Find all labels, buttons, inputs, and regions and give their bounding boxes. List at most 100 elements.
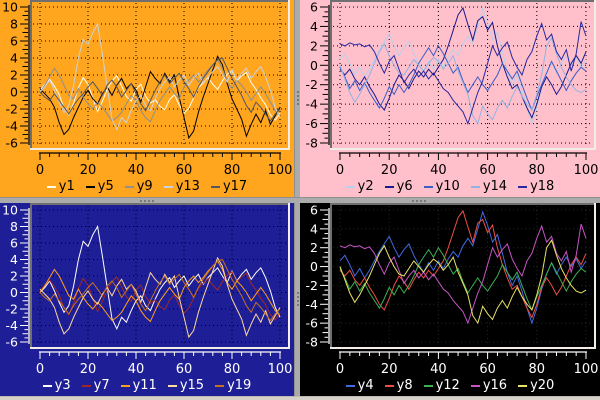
plot-top-right: 6 4 2 0 -2 -4 -6 -8 0 20 40 60 80 100 y2 y6 y10 y14 y18 (300, 0, 600, 197)
legend-label: y15 (179, 378, 205, 393)
x-tick-label: 100 (268, 362, 293, 376)
series-y1 (39, 70, 281, 121)
y-tick-label: 2 (310, 38, 318, 53)
x-tick-label: 20 (80, 163, 97, 177)
y-tick-label: 2 (10, 68, 18, 83)
legend-item-y9: y9 (124, 178, 153, 196)
legend-label: y12 (435, 378, 460, 393)
plot-top-left: 10 8 6 4 2 0 -2 -4 -6 0 20 40 60 80 100 y1 y5 y9 y13 y17 (0, 0, 294, 197)
y-tick-label: 4 (10, 51, 18, 66)
legend-label: y10 (435, 179, 460, 194)
x-tick-label: 0 (336, 362, 344, 376)
series-y17 (39, 57, 281, 122)
series-y6 (339, 6, 587, 119)
legend-label: y4 (357, 378, 374, 393)
y-tick-label: -6 (6, 136, 19, 151)
splitter-grip (297, 292, 299, 307)
legend-item-y5: y5 (85, 178, 114, 196)
legend-line-marker (423, 385, 433, 387)
x-tick-label: 60 (479, 163, 496, 177)
vertical-splitter-handle-bottom[interactable] (294, 203, 300, 396)
y-tick-label: 4 (10, 252, 18, 267)
y-tick-label: -2 (6, 102, 18, 117)
legend-line-marker (518, 385, 528, 387)
x-tick-label: 20 (381, 362, 398, 376)
y-tick-label: -8 (306, 335, 319, 350)
legend-line-marker (384, 186, 394, 188)
splitter-grip (412, 200, 427, 202)
splitter-grip (140, 200, 155, 202)
legend-line-marker (345, 385, 355, 387)
legend-item-y8: y8 (384, 377, 413, 395)
legend-line-marker (81, 385, 91, 387)
x-tick-label: 40 (128, 163, 145, 177)
y-tick-label: -8 (306, 136, 319, 151)
y-tick-label: -2 (6, 302, 18, 317)
x-tick-label: 100 (268, 163, 293, 177)
legend-line-marker (163, 186, 173, 188)
legend-label: y17 (222, 179, 248, 194)
legend-line-marker (42, 385, 52, 387)
legend-item-y17: y17 (210, 178, 248, 196)
horizontal-splitter-handle[interactable] (0, 197, 600, 203)
y-tick-label: -4 (306, 297, 319, 312)
legend-label: y5 (97, 179, 114, 194)
legend-item-y20: y20 (518, 377, 554, 395)
y-tick-label: -4 (6, 318, 19, 333)
legend-item-y13: y13 (163, 178, 200, 196)
legend-line-marker (46, 186, 56, 188)
legend-item-y7: y7 (81, 377, 110, 395)
legend-label: y8 (396, 378, 413, 393)
y-tick-label: 6 (10, 236, 18, 251)
legend-item-y1: y1 (46, 178, 75, 196)
vertical-splitter-handle-top[interactable] (294, 0, 300, 197)
x-tick-label: 60 (176, 163, 193, 177)
y-tick-label: 0 (310, 259, 318, 274)
legend-item-y2: y2 (345, 178, 374, 196)
legend-item-y12: y12 (423, 377, 460, 395)
legend-label: y16 (482, 378, 508, 393)
series-y12 (339, 246, 587, 312)
y-tick-label: -6 (6, 335, 19, 350)
y-tick-label: 0 (10, 85, 18, 100)
series-y13 (39, 22, 281, 131)
legend-line-marker (85, 186, 95, 188)
x-tick-label: 0 (336, 163, 344, 177)
x-tick-label: 80 (529, 362, 546, 376)
y-tick-label: 2 (10, 269, 18, 284)
x-tick-label: 20 (381, 163, 398, 177)
legend-line-marker (470, 385, 480, 387)
x-tick-label: 20 (80, 362, 97, 376)
y-tick-label: -2 (306, 77, 318, 92)
y-tick-label: 10 (2, 203, 18, 218)
y-tick-label: -6 (306, 116, 319, 131)
series-y20 (339, 239, 587, 325)
legend-item-y3: y3 (42, 377, 71, 395)
x-tick-label: 0 (36, 163, 44, 177)
legend-item-y19: y19 (215, 377, 251, 395)
splitter-grip (297, 91, 299, 106)
y-tick-label: 10 (2, 0, 18, 15)
legend-item-y16: y16 (470, 377, 508, 395)
plot-bottom-left: 10 8 6 4 2 0 -2 -4 -6 0 20 40 60 80 100 y3 y7 y11 y15 y19 (0, 203, 294, 396)
legend-label: y1 (58, 179, 75, 194)
legend-label: y9 (136, 179, 153, 194)
x-tick-label: 40 (430, 163, 447, 177)
y-tick-label: 2 (310, 240, 318, 255)
legend-item-y18: y18 (518, 178, 554, 196)
y-tick-label: -6 (306, 316, 319, 331)
legend-label: y7 (93, 378, 110, 393)
legend-item-y15: y15 (167, 377, 205, 395)
legend-line-marker (384, 385, 394, 387)
legend-line-marker (167, 385, 177, 387)
x-tick-label: 40 (128, 362, 145, 376)
y-tick-label: -4 (306, 97, 319, 112)
legend-line-marker (345, 186, 355, 188)
window-bottom-edge (0, 396, 600, 400)
x-tick-label: 0 (36, 362, 44, 376)
legend-label: y6 (396, 179, 413, 194)
